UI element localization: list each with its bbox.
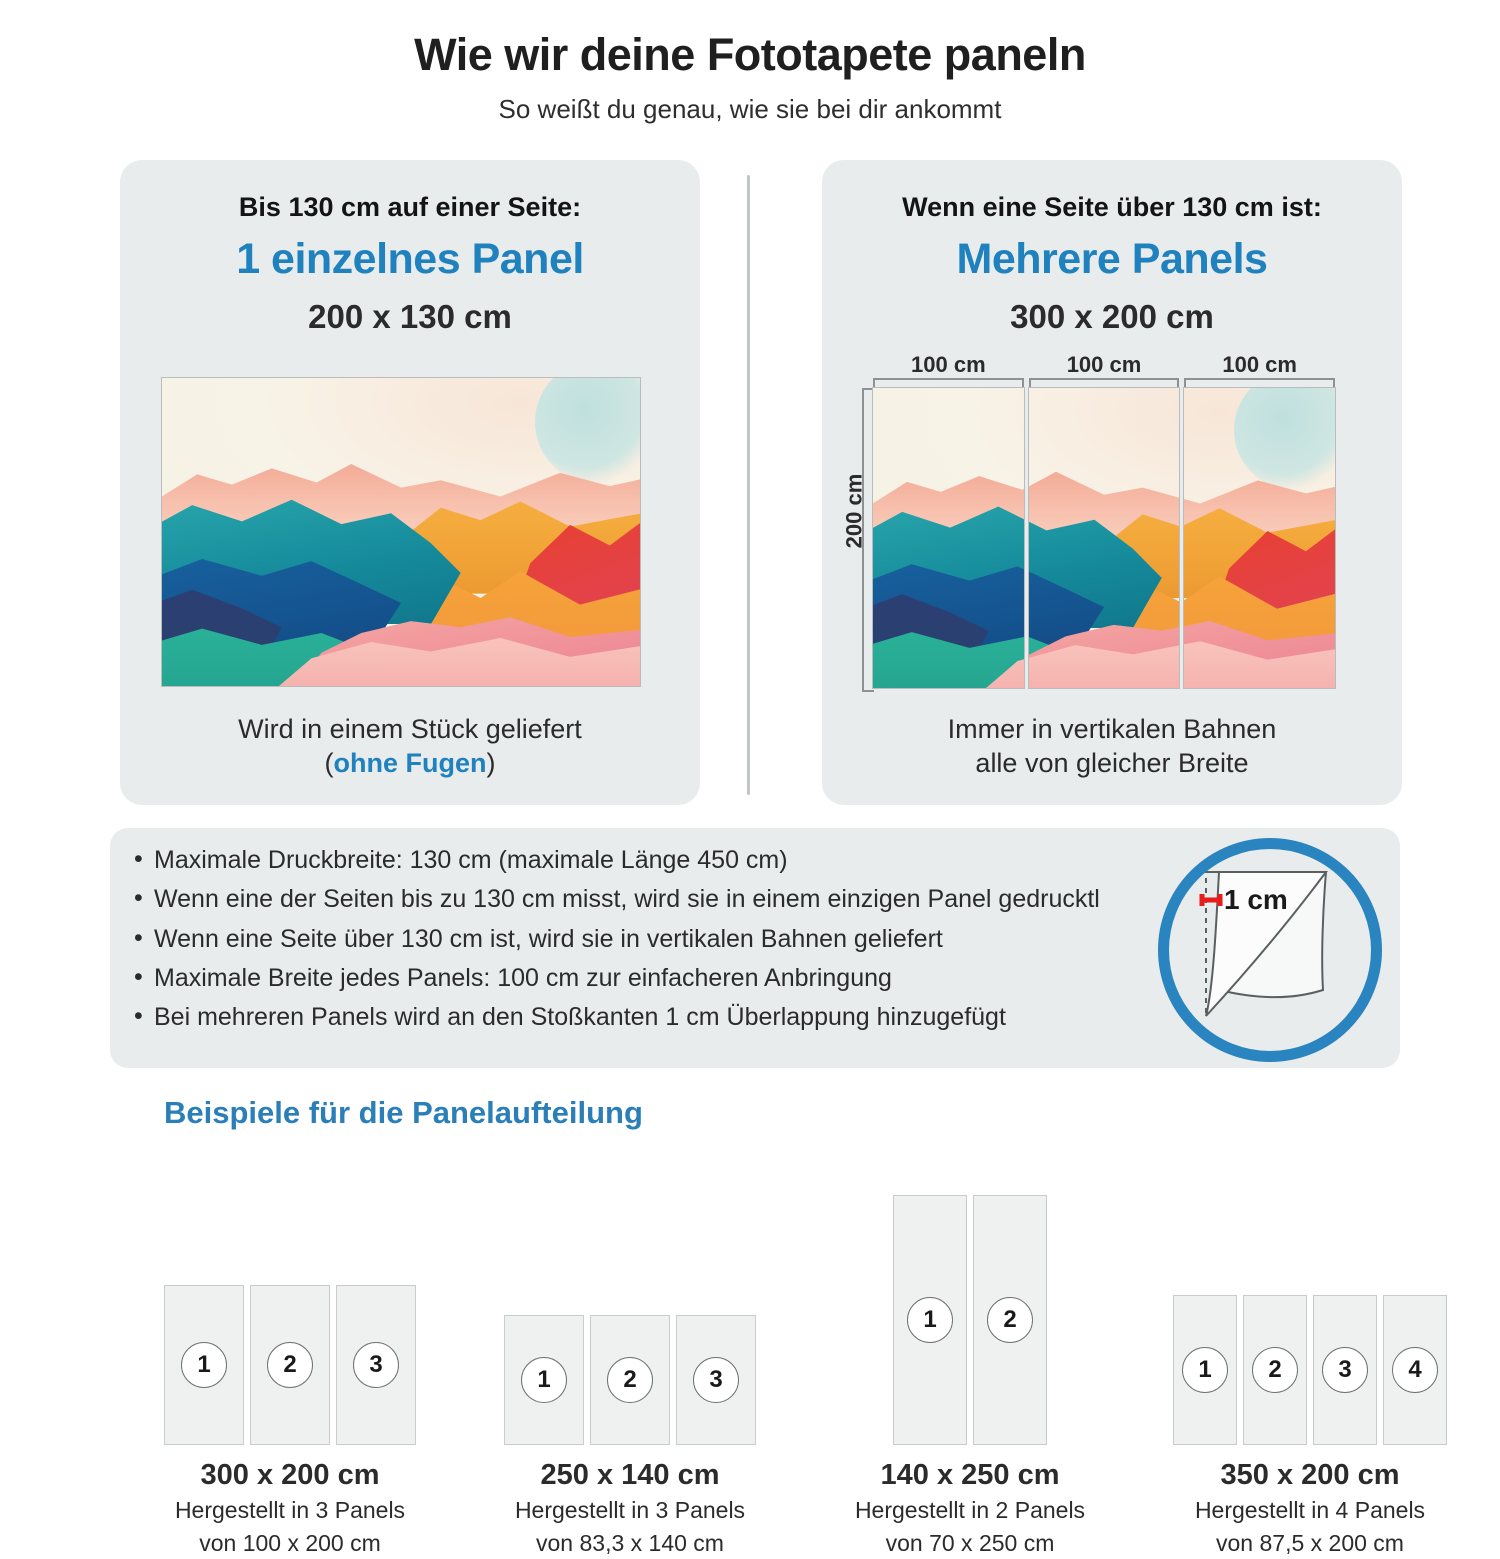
example-panel-size: von 83,3 x 140 cm: [536, 1530, 724, 1557]
paren-close: ): [486, 748, 496, 779]
panel-number-badge: 1: [1182, 1347, 1228, 1393]
example-size: 300 x 200 cm: [200, 1459, 380, 1491]
panel-number-badge: 3: [353, 1342, 399, 1388]
example-panel: 1: [893, 1195, 967, 1445]
multi-panel-footer-line1: Immer in vertikalen Bahnen: [947, 713, 1277, 744]
example-made-of: Hergestellt in 3 Panels: [514, 1497, 746, 1523]
artwork-single-panel: [162, 378, 640, 686]
example-panel: 3: [676, 1315, 756, 1445]
artwork-slice-2: [1028, 388, 1180, 688]
artwork-slice-1-image: [873, 388, 1024, 688]
single-panel-headline: 1 einzelnes Panel: [236, 235, 584, 283]
multi-panel-footer: Immer in vertikalen Bahnen alle von glei…: [822, 712, 1402, 781]
artwork-multi-panel: [873, 388, 1336, 688]
measure-label-3: 100 cm: [1222, 352, 1297, 377]
single-panel-footer-line2: (ohne Fugen): [120, 746, 700, 781]
artwork-slice-3-image: [1184, 388, 1336, 688]
infographic-page: Wie wir deine Fototapete paneln So weißt…: [0, 0, 1500, 1500]
single-panel-footer-line1: Wird in einem Stück geliefert: [238, 713, 582, 744]
example-panel: 2: [973, 1195, 1047, 1445]
info-bullet-list: Maximale Druckbreite: 130 cm (maximale L…: [132, 843, 1142, 1040]
example-made-of: Hergestellt in 3 Panels: [174, 1497, 406, 1523]
example-size: 250 x 140 cm: [540, 1459, 720, 1491]
artwork-slice-1: [873, 388, 1024, 688]
top-measure-labels: 100 cm 100 cm 100 cm: [873, 352, 1335, 386]
example-panel: 2: [250, 1285, 330, 1445]
overlap-diagram: 1 cm: [1158, 838, 1382, 1062]
overlap-ring: [1158, 838, 1382, 1062]
single-panel-eyebrow: Bis 130 cm auf einer Seite:: [238, 192, 582, 222]
example-panel: 3: [1313, 1295, 1377, 1445]
example-panel: 2: [590, 1315, 670, 1445]
info-bullet: Wenn eine Seite über 130 cm ist, wird si…: [132, 921, 1142, 956]
example-panel: 4: [1383, 1295, 1447, 1445]
ruler-bracket-2: [1028, 378, 1180, 389]
example-panel: 2: [1243, 1295, 1307, 1445]
panel-number-badge: 1: [521, 1357, 567, 1403]
single-panel-footer: Wird in einem Stück geliefert (ohne Fuge…: [120, 712, 700, 781]
example-panel: 1: [504, 1315, 584, 1445]
panel-number-badge: 2: [987, 1297, 1033, 1343]
info-bullet: Wenn eine der Seiten bis zu 130 cm misst…: [132, 882, 1142, 916]
example-made-of: Hergestellt in 4 Panels: [1194, 1497, 1426, 1523]
side-measure-ruler: [862, 388, 874, 692]
example-panel: 3: [336, 1285, 416, 1445]
ruler-bracket-1: [873, 378, 1024, 389]
panel-number-badge: 4: [1392, 1347, 1438, 1393]
panel-number-badge: 3: [1322, 1347, 1368, 1393]
example-size: 350 x 200 cm: [1220, 1459, 1400, 1491]
panel-number-badge: 2: [607, 1357, 653, 1403]
example-size: 140 x 250 cm: [880, 1459, 1060, 1491]
page-title: Wie wir deine Fototapete paneln: [414, 29, 1086, 80]
panel-number-badge: 2: [267, 1342, 313, 1388]
multi-panel-eyebrow: Wenn eine Seite über 130 cm ist:: [902, 192, 1322, 222]
example-made-of: Hergestellt in 2 Panels: [854, 1497, 1086, 1523]
no-seams-highlight: ohne Fugen: [333, 748, 487, 779]
multi-panel-footer-line2: alle von gleicher Breite: [975, 748, 1249, 779]
page-subtitle: So weißt du genau, wie sie bei dir ankom…: [498, 93, 1002, 124]
examples-title: Beispiele für die Panelaufteilung: [164, 1095, 643, 1130]
paren-open: (: [324, 748, 334, 779]
overlap-label: 1 cm: [1224, 884, 1288, 915]
measure-label-2: 100 cm: [1066, 352, 1142, 377]
info-bullet: Bei mehreren Panels wird an den Stoßkant…: [132, 1000, 1142, 1034]
example-panel: 1: [164, 1285, 244, 1445]
top-measure-rulers: [873, 378, 1336, 389]
multi-panel-dimensions: 300 x 200 cm: [1010, 298, 1214, 335]
card-divider: [747, 175, 750, 795]
example-panel: 1: [1173, 1295, 1237, 1445]
panel-number-badge: 3: [693, 1357, 739, 1403]
example-panel-size: von 70 x 250 cm: [885, 1530, 1055, 1557]
example-panel-size: von 100 x 200 cm: [199, 1530, 381, 1557]
panel-number-badge: 1: [181, 1342, 227, 1388]
artwork-slice-3: [1184, 388, 1336, 688]
info-bullet: Maximale Druckbreite: 130 cm (maximale L…: [132, 843, 1142, 877]
single-panel-dimensions: 200 x 130 cm: [308, 298, 512, 335]
ruler-bracket-3: [1184, 378, 1336, 389]
multi-panel-headline: Mehrere Panels: [956, 235, 1268, 283]
page-header: Wie wir deine Fototapete paneln So weißt…: [0, 30, 1500, 125]
side-measure-label: 200 cm: [841, 473, 867, 549]
example-panel-size: von 87,5 x 200 cm: [1216, 1530, 1404, 1557]
panel-number-badge: 2: [1252, 1347, 1298, 1393]
measure-label-1: 100 cm: [911, 352, 986, 377]
info-bullet: Maximale Breite jedes Panels: 100 cm zur…: [132, 961, 1142, 995]
panel-number-badge: 1: [907, 1297, 953, 1343]
artwork-slice-2-image: [1028, 388, 1180, 688]
